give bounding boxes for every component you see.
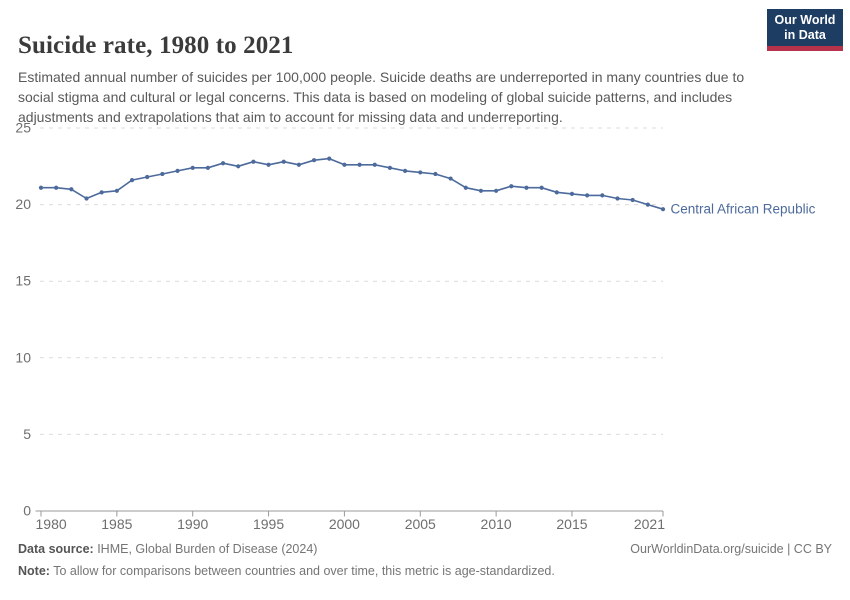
owid-logo-line2: in Data: [784, 28, 826, 42]
data-point-2007: [448, 176, 453, 181]
data-point-1985: [114, 188, 119, 193]
data-point-2001: [357, 162, 362, 167]
data-point-1990: [190, 165, 195, 170]
x-tick-label-2000: 2000: [329, 516, 360, 532]
data-point-1993: [236, 164, 241, 169]
data-point-2002: [372, 162, 377, 167]
data-point-1998: [311, 158, 317, 163]
data-point-2014: [554, 190, 559, 195]
data-source-value: IHME, Global Burden of Disease (2024): [93, 542, 318, 556]
data-source-label: Data source:: [18, 542, 94, 556]
data-point-1994: [251, 159, 256, 164]
data-point-2003: [387, 165, 393, 170]
data-point-1999: [327, 156, 332, 161]
data-point-2008: [463, 185, 468, 190]
data-point-2009: [478, 188, 484, 193]
data-point-2018: [615, 196, 620, 201]
data-point-2000: [342, 162, 347, 167]
y-tick-label-10: 10: [15, 349, 31, 365]
x-tick-label-1990: 1990: [177, 516, 208, 532]
x-tick-label-2021: 2021: [634, 516, 665, 532]
data-point-1984: [99, 190, 104, 195]
data-point-2016: [585, 193, 590, 198]
owid-logo-text: Our World in Data: [767, 9, 843, 46]
chart-subtitle: Estimated annual number of suicides per …: [18, 69, 745, 125]
x-tick-label-1995: 1995: [253, 516, 284, 532]
y-tick-label-20: 20: [15, 196, 31, 212]
chart-svg: 0 5 10 15 20 25 1980 1985 1990 1995 2000 2005 2010 20…: [15, 120, 816, 533]
data-point-2005: [418, 170, 423, 175]
owid-logo-stripe: [767, 46, 843, 51]
data-point-1981: [54, 185, 59, 190]
note-row: Note: To allow for comparisons between c…: [18, 563, 832, 579]
data-point-2017: [600, 193, 605, 198]
chart-title: Suicide rate, 1980 to 2021: [18, 31, 294, 59]
data-point-2012: [524, 185, 529, 190]
footer: Data source: IHME, Global Burden of Dise…: [18, 541, 832, 579]
x-tick-label-2015: 2015: [556, 516, 587, 532]
note-value: To allow for comparisons between countri…: [49, 564, 555, 578]
series-end-label: Central African Republic: [671, 202, 816, 217]
chart-area: 0 5 10 15 20 25 1980 1985 1990 1995 2000 2005 2010 20…: [0, 110, 850, 540]
data-point-2013: [539, 185, 544, 190]
owid-logo-line1: Our World: [774, 13, 836, 27]
data-point-2010: [494, 188, 499, 193]
data-point-2019: [630, 197, 635, 203]
y-tick-label-25: 25: [15, 120, 31, 136]
x-tick-label-1980: 1980: [36, 516, 67, 532]
data-point-1991: [205, 165, 210, 170]
data-point-2004: [402, 168, 408, 173]
data-point-1983: [84, 196, 89, 201]
y-tick-label-0: 0: [23, 503, 31, 519]
data-point-1986: [129, 177, 135, 183]
y-tick-label-15: 15: [15, 273, 31, 289]
note-label: Note:: [18, 564, 50, 578]
data-point-2020: [645, 202, 650, 207]
data-point-2011: [509, 184, 514, 189]
license-link[interactable]: OurWorldinData.org/suicide | CC BY: [630, 542, 832, 556]
data-point-1980: [38, 185, 44, 190]
data-point-1995: [266, 162, 271, 167]
data-point-1997: [296, 162, 302, 167]
data-point-2015: [569, 191, 575, 196]
data-point-1987: [145, 174, 150, 180]
series-line-central-african-republic: [40, 157, 664, 210]
x-tick-label-1985: 1985: [101, 516, 132, 532]
data-point-2021: [660, 207, 666, 212]
data-point-1982: [69, 187, 74, 192]
x-tick-label-2010: 2010: [481, 516, 512, 532]
data-source-line: Data source: IHME, Global Burden of Dise…: [18, 541, 317, 557]
data-point-2006: [433, 171, 438, 177]
data-point-1988: [160, 171, 165, 177]
y-tick-label-5: 5: [23, 426, 31, 442]
source-row: Data source: IHME, Global Burden of Dise…: [18, 541, 832, 557]
x-tick-label-2005: 2005: [405, 516, 436, 532]
data-point-1996: [281, 159, 286, 164]
owid-logo[interactable]: Our World in Data: [767, 9, 843, 51]
data-point-1992: [220, 161, 226, 166]
data-point-1989: [175, 168, 180, 173]
